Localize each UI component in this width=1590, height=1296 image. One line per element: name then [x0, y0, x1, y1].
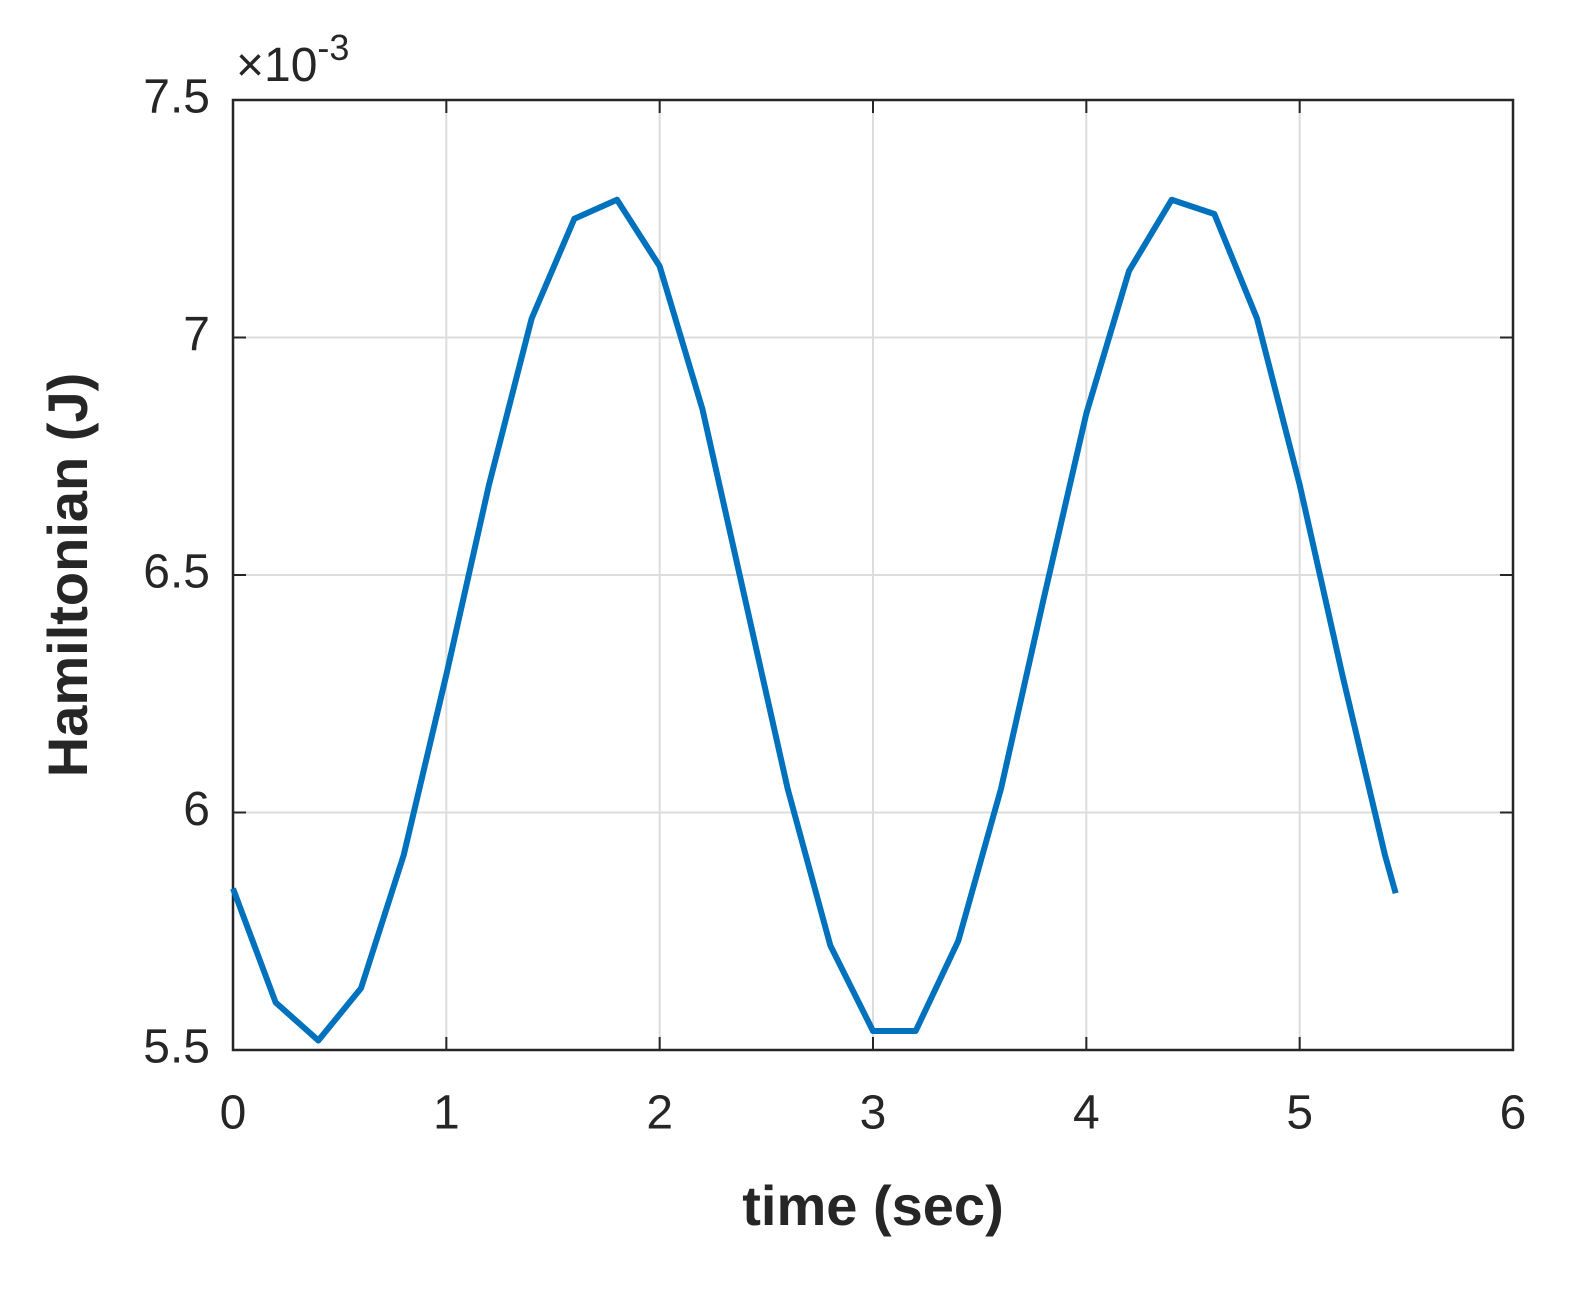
- x-tick-label: 5: [1286, 1087, 1313, 1140]
- x-axis-label: time (sec): [742, 1174, 1003, 1237]
- y-tick-label: 6: [183, 783, 210, 836]
- x-tick-label: 3: [860, 1087, 887, 1140]
- y-tick-label: 7.5: [143, 71, 210, 124]
- multiplier-exponent: -3: [317, 27, 349, 68]
- x-tick-label: 2: [646, 1087, 673, 1140]
- y-axis-label: Hamiltonian (J): [36, 373, 99, 777]
- x-tick-label: 0: [220, 1087, 247, 1140]
- x-tick-label: 1: [433, 1087, 460, 1140]
- plot-frame: [231, 98, 1515, 1052]
- x-tick-label: 6: [1500, 1087, 1527, 1140]
- multiplier-base: ×10: [236, 39, 317, 92]
- y-tick-label: 5.5: [143, 1021, 210, 1074]
- y-tick-label: 7: [183, 308, 210, 361]
- y-multiplier: ×10-3: [236, 27, 349, 92]
- x-tick-label: 4: [1073, 1087, 1100, 1140]
- data-line: [230, 196, 1399, 1044]
- y-tick-label: 6.5: [143, 546, 210, 599]
